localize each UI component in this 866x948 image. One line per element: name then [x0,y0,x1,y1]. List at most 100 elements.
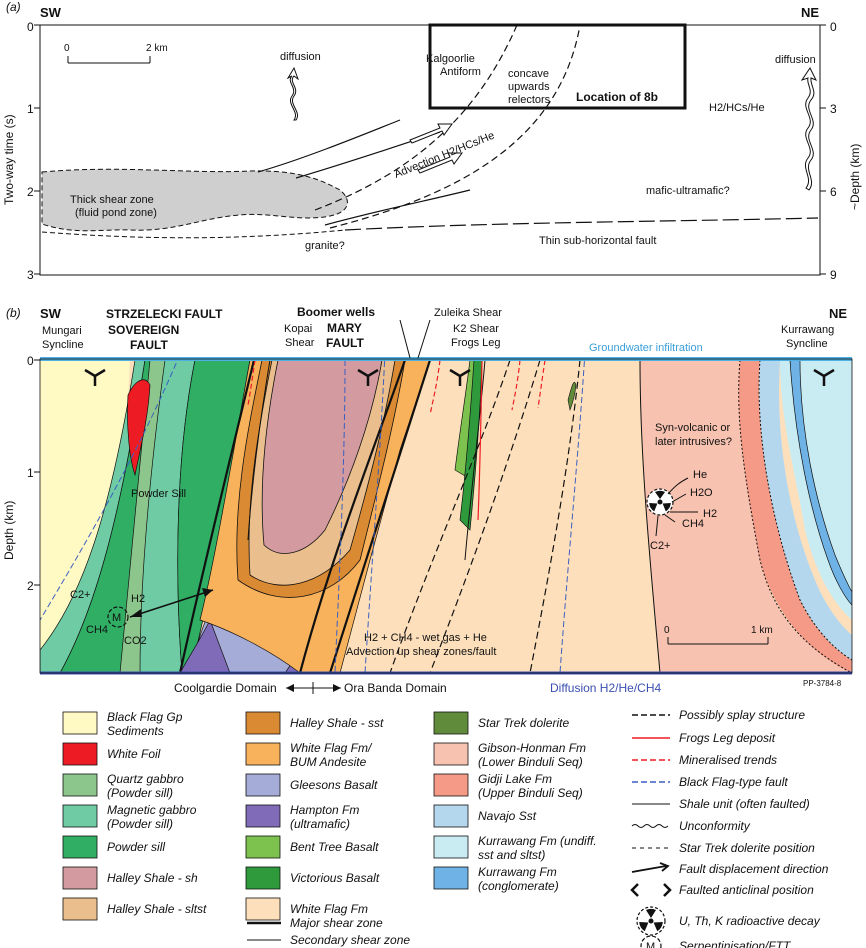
legend-swatch [62,866,98,890]
legend-label: Black Flag-type fault [679,775,788,789]
legend-swatch [62,773,98,797]
legend-swatch [62,897,98,921]
mary-fault-line [328,360,432,673]
legend-label: Powder sill [107,840,165,854]
splay-dashed-3 [529,360,581,673]
legend-label: White Flag Fm [290,902,368,916]
solid-reflector-1 [257,119,401,173]
diffusion-bottom-label: Diffusion H2/He/CH4 [550,681,661,695]
advection-arrows [409,123,463,174]
legend-symbol [631,862,670,873]
legend-symbol: M [640,935,662,948]
scale-a-0: 0 [64,43,70,54]
unconformity-line-1 [738,360,852,673]
legend-label: (Upper Binduli Seq) [478,786,583,800]
frogs-leg-deposit-line [477,360,483,521]
he-label: He [693,469,707,481]
syn-volcanic-label-2: later intrusives? [655,436,732,448]
legend-label: Serpentinisation/FTT [679,939,792,948]
h2o-label: H2O [690,487,713,499]
legend-swatch [433,804,469,828]
solid-reflector-3 [324,189,471,226]
navajo-sst [759,360,852,660]
legend-label: sst and sltst) [478,848,545,862]
wetgas-label-1: H2 + CH4 - wet gas + He [364,632,487,644]
secondary-shear-2 [464,360,486,561]
concave-label-2: upwards [508,81,550,93]
c2-right-label: C2+ [650,540,671,552]
mineralised-trend-4 [537,360,546,409]
mineralised-trend-2 [429,360,441,416]
kalgoorlie-label-2: Antiform [440,66,481,78]
location-8b-label: Location of 8b [576,90,658,104]
left-axis-title: Two-way time (s) [2,114,16,205]
legend-swatch [245,742,281,766]
h2-left-label: H2 [131,593,145,605]
concave-label-3: relectors [508,94,551,106]
diffusion-left-arrow [286,66,300,121]
legend-swatch [62,804,98,828]
mafic-label: mafic-ultramafic? [646,185,730,197]
panel-a-sw: SW [40,5,62,20]
granite-label: granite? [305,240,345,252]
legend-label: (Lower Binduli Seq) [478,755,583,769]
zuleika-label: Zuleika Shear [434,307,502,319]
panel-b-label: (b) [6,306,21,320]
white-foil [127,379,151,477]
legend-swatch [245,804,281,828]
panel-a-label: (a) [6,0,21,14]
legend-label: Shale unit (often faulted) [679,797,810,811]
h2-right-label: H2 [703,508,717,520]
groundwater-label: Groundwater infiltration [589,342,703,354]
powder-sill-label: Powder Sill [131,488,186,500]
left-tick-0: 0 [27,20,34,34]
legend-label: Kurrawang Fm (undiff. [478,834,597,848]
right-tick-3: 3 [830,102,837,116]
strzelecki-label: STRZELECKI FAULT [106,307,223,321]
legend-label: Halley Shale - sst [290,716,384,730]
legend-label: Quartz gabbro [107,772,184,786]
legend-symbol [630,883,672,897]
legend-swatch [245,835,281,859]
legend-label: (Powder sill) [107,786,173,800]
legend-symbol [636,906,666,936]
gidji-lake-fm [738,360,852,673]
scale-a-2km: 2 km [146,43,168,54]
legend-label: Halley Shale - sltst [107,902,207,916]
secondary-shear-1 [247,360,271,541]
legend-label: White Foil [107,747,161,761]
k2-label: K2 Shear [453,323,499,335]
panel-b-ne: NE [829,306,847,321]
panel-a-left-axis: 0 1 2 3 Two-way time (s) [2,20,40,282]
legend-swatch [433,711,469,735]
legend-label: (conglomerate) [478,879,559,893]
sovereign-label-2: FAULT [130,338,168,352]
mary-label-1: MARY [327,321,362,335]
kopai-label-1: Kopai [284,323,312,335]
right-tick-9: 9 [830,268,837,282]
depth-tick-0: 0 [27,354,34,368]
ora-banda-label: Ora Banda Domain [344,681,447,695]
legend-label: Bent Tree Basalt [290,840,379,854]
legend-swatch [245,773,281,797]
shear-zone-label-2: (fluid pond zone) [75,207,157,219]
legend-label: Black Flag Gp [107,710,183,724]
right-axis-title: ~Depth (km) [848,144,862,210]
legend-label: Sediments [107,724,164,738]
legend-label: Possibly splay structure [679,708,805,722]
depth-tick-1: 1 [27,466,34,480]
legend-swatch [245,711,281,735]
black-flag-fault-4 [559,360,585,673]
mungari-label-2: Syncline [42,339,84,351]
mary-label-2: FAULT [326,336,364,350]
splay-dashed-2 [429,360,541,673]
legend-label: Mineralised trends [679,753,777,767]
legend-label: Faulted anticlinal position [679,883,814,897]
legend-label: Gleesons Basalt [290,778,378,792]
depth-tick-2: 2 [27,579,34,593]
cross-section: Powder Sill Syn-volcanic or later intrus… [40,360,852,673]
legend-m-glyph: M [646,941,655,948]
panel-a-ne: NE [801,5,819,20]
left-tick-2: 2 [27,185,34,199]
shear-zone-label-1: Thick shear zone [70,194,154,206]
